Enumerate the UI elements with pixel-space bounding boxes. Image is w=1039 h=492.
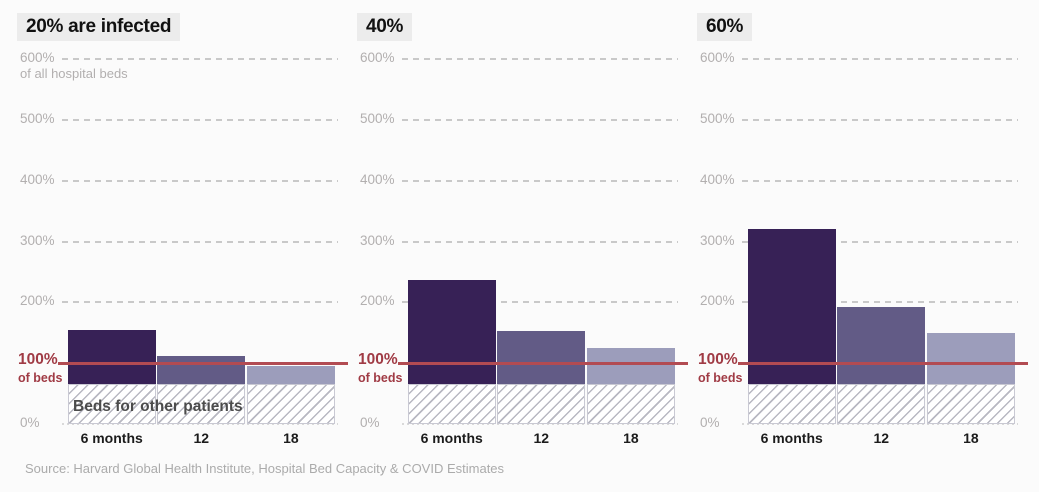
hatch-other-patients [157, 384, 246, 424]
gridline-400 [62, 179, 338, 182]
bar-12 [157, 355, 246, 385]
y-tick-label-600: 600% [700, 50, 735, 65]
gridline-500 [402, 118, 678, 121]
x-tick-label-18: 18 [963, 430, 979, 446]
x-tick-label-18: 18 [623, 430, 639, 446]
y-tick-label-600: 600% [360, 50, 395, 65]
y-axis-note: of all hospital beds [20, 66, 128, 81]
y-tick-label-0: 0% [360, 415, 380, 430]
x-tick-label-12: 12 [533, 430, 550, 446]
chart-panel-2: 40% 0% 200% 300% 400% 500% 600% 6 months 12 18 100… [340, 0, 688, 455]
gridline-500 [742, 118, 1018, 121]
gridline-600 [742, 58, 1018, 60]
gridline-300 [742, 240, 1018, 243]
x-tick-label-6-months: 6 months [760, 430, 823, 446]
bar-18 [246, 366, 335, 385]
source-note: Source: Harvard Global Health Institute,… [25, 461, 505, 476]
capacity-line [398, 362, 688, 365]
y-tick-label-300: 300% [700, 232, 735, 248]
capacity-line-label: 100% [698, 351, 738, 369]
hatch-other-patients [246, 384, 335, 424]
chart-panels: 20% are infected 0% 200% 300% 400% 500% 600% of… [0, 0, 1039, 455]
bar-6-months [67, 329, 156, 385]
gridline-600 [62, 58, 338, 60]
gridline-0 [402, 423, 678, 425]
gridline-500 [62, 118, 338, 121]
bar-12 [837, 306, 926, 385]
y-tick-label-400: 400% [20, 171, 55, 187]
capacity-line [58, 362, 348, 365]
hatch-other-patients [926, 384, 1015, 424]
bar-12 [497, 330, 586, 385]
y-tick-label-200: 200% [360, 293, 395, 309]
y-tick-label-400: 400% [700, 171, 735, 187]
hatch-other-patients [407, 384, 496, 424]
chart-panel-1: 20% are infected 0% 200% 300% 400% 500% 600% of… [0, 0, 348, 455]
panel-title: 20% are infected [17, 13, 181, 41]
gridline-200 [402, 301, 678, 304]
bar-18 [586, 347, 675, 385]
y-tick-label-500: 500% [360, 110, 395, 126]
capacity-line-sublabel: of beds [358, 371, 403, 386]
hatch-other-patients [497, 384, 586, 424]
gridline-200 [62, 301, 338, 304]
hatch-other-patients [586, 384, 675, 424]
bar-6-months [407, 279, 496, 385]
other-patients-annotation: Beds for other patients [73, 398, 243, 415]
gridline-0 [62, 423, 338, 425]
x-tick-label-6-months: 6 months [420, 430, 483, 446]
capacity-line [738, 362, 1028, 365]
y-tick-label-200: 200% [700, 293, 735, 309]
gridline-400 [402, 179, 678, 182]
bar-18 [926, 332, 1015, 385]
x-tick-label-12: 12 [873, 430, 890, 446]
chart-panel-3: 60% 0% 200% 300% 400% 500% 600% 6 months 12 18 100… [680, 0, 1039, 455]
y-tick-label-300: 300% [360, 232, 395, 248]
y-tick-label-500: 500% [700, 110, 735, 126]
capacity-line-label: 100% [18, 351, 58, 369]
y-tick-label-200: 200% [20, 293, 55, 309]
gridline-600 [402, 58, 678, 60]
panel-title: 40% [357, 13, 413, 41]
bar-6-months [747, 229, 836, 385]
gridline-300 [402, 240, 678, 243]
y-tick-label-0: 0% [20, 415, 40, 430]
capacity-line-sublabel: of beds [698, 371, 743, 386]
capacity-line-label: 100% [358, 351, 398, 369]
y-tick-label-0: 0% [700, 415, 720, 430]
panel-title: 60% [697, 13, 753, 41]
capacity-line-sublabel: of beds [18, 371, 63, 386]
x-tick-label-6-months: 6 months [80, 430, 143, 446]
gridline-200 [742, 301, 1018, 304]
x-tick-label-18: 18 [283, 430, 299, 446]
x-tick-label-12: 12 [193, 430, 210, 446]
y-tick-label-400: 400% [360, 171, 395, 187]
gridline-300 [62, 240, 338, 243]
y-tick-label-600: 600% [20, 50, 55, 65]
gridline-400 [742, 179, 1018, 182]
hatch-other-patients [747, 384, 836, 424]
y-tick-label-300: 300% [20, 232, 55, 248]
gridline-0 [742, 423, 1018, 425]
hatch-other-patients [837, 384, 926, 424]
hatch-other-patients [67, 384, 156, 424]
y-tick-label-500: 500% [20, 110, 55, 126]
